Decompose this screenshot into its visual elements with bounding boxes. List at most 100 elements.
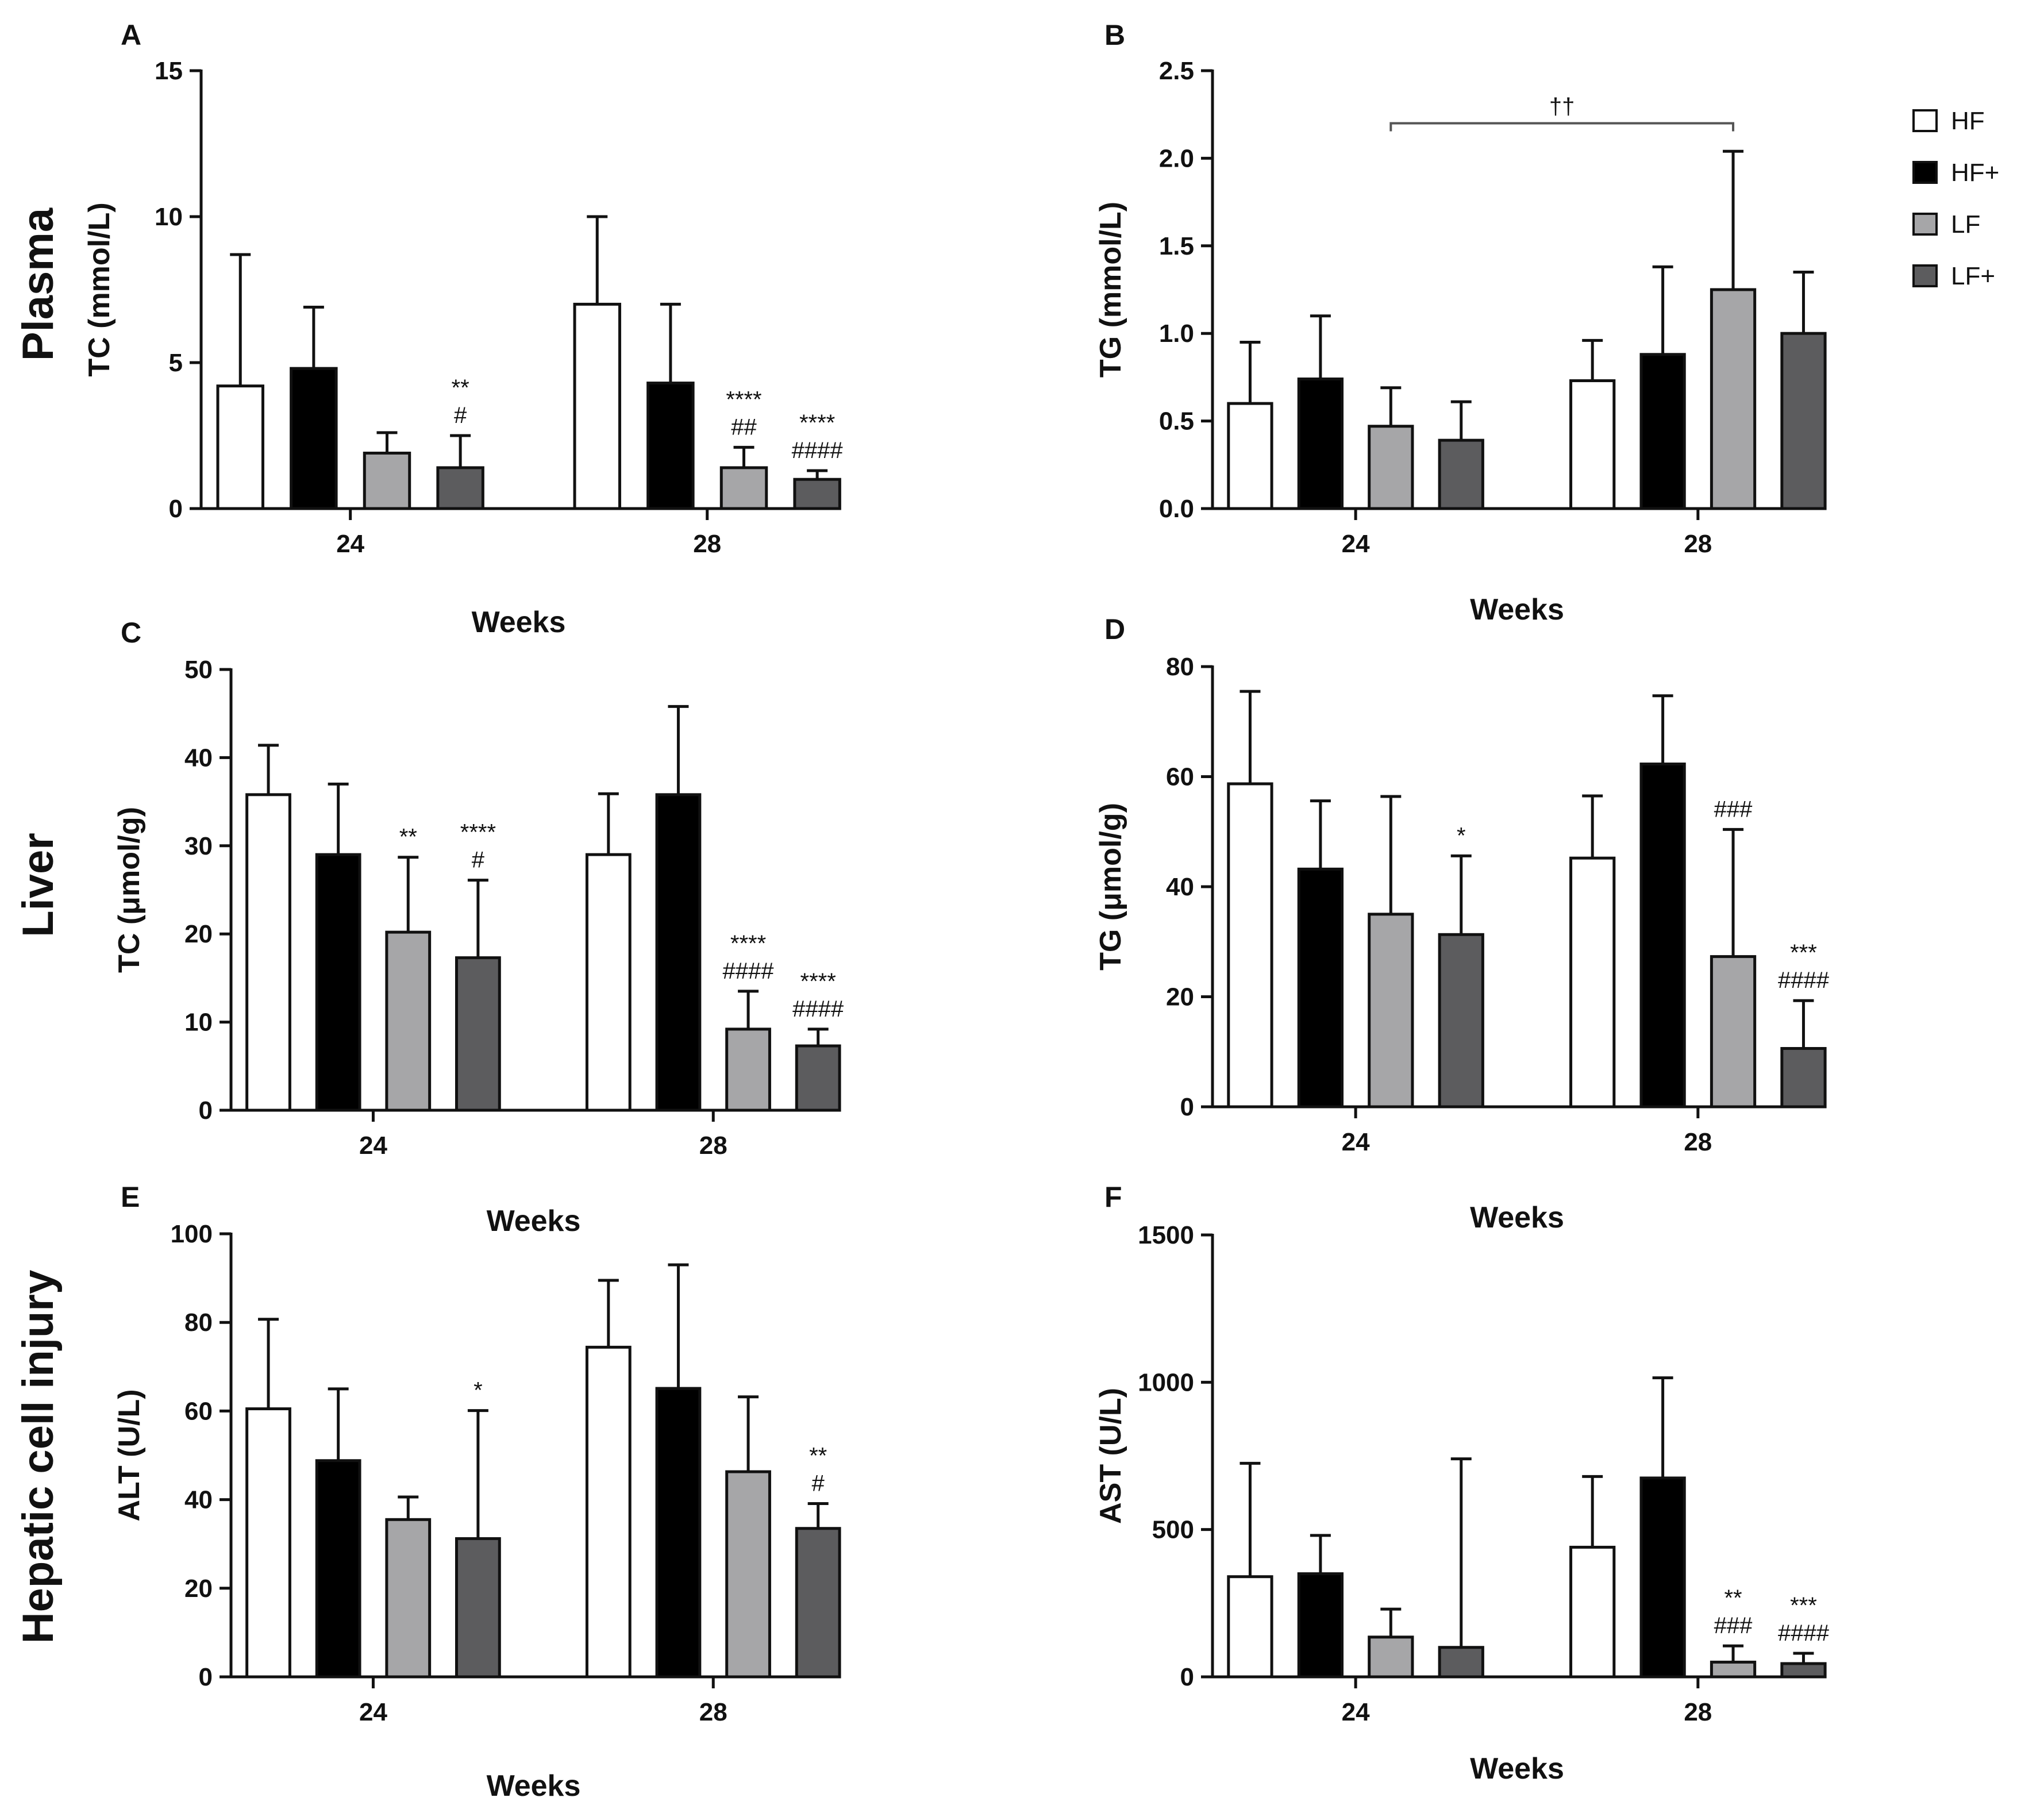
significance-c-0-0: ** bbox=[399, 825, 417, 850]
bar-f-lf-24 bbox=[1368, 1635, 1414, 1679]
bar-a-lf-28 bbox=[719, 466, 768, 510]
y-tick-label-e-1: 20 bbox=[184, 1575, 213, 1603]
legend-swatch-lf-plus bbox=[1912, 264, 1938, 287]
y-tick-label-a-2: 10 bbox=[155, 203, 183, 231]
bar-b-hf-28 bbox=[1569, 379, 1616, 510]
y-tick-label-c-0: 0 bbox=[199, 1096, 213, 1125]
row-title-plasma: Plasma bbox=[14, 207, 63, 361]
y-tick-label-c-2: 20 bbox=[184, 920, 213, 948]
x-tick-label-f-24: 24 bbox=[1342, 1698, 1370, 1726]
x-tick-label-d-24: 24 bbox=[1342, 1128, 1370, 1156]
significance-e-1-0: ** bbox=[809, 1444, 827, 1469]
y-tick-label-c-4: 40 bbox=[184, 744, 213, 772]
significance-e-0-0: * bbox=[474, 1378, 483, 1403]
significance-f-0-1: ### bbox=[1714, 1613, 1753, 1638]
y-axis-title-f: AST (U/L) bbox=[1094, 1388, 1127, 1524]
y-axis-title-c: TC (μmol/g) bbox=[113, 807, 146, 973]
x-tick-label-e-28: 28 bbox=[699, 1698, 727, 1726]
legend-swatch-hf-plus bbox=[1912, 161, 1938, 184]
comparison-bracket-b: †† bbox=[1389, 94, 1735, 132]
bar-e-hf-24 bbox=[245, 1407, 291, 1679]
panel-letter-e: E bbox=[121, 1181, 140, 1213]
bar-d-hf-plus-28 bbox=[1639, 762, 1686, 1109]
legend-swatch-hf bbox=[1912, 109, 1938, 132]
significance-d-0-0: * bbox=[1457, 823, 1466, 848]
legend-label-lf-plus: LF+ bbox=[1951, 262, 1995, 290]
bar-a-hf-24 bbox=[216, 384, 264, 510]
y-tick-label-f-2: 1000 bbox=[1138, 1368, 1194, 1396]
bar-f-hf-plus-28 bbox=[1639, 1476, 1686, 1679]
legend-swatch-lf bbox=[1912, 213, 1938, 236]
bar-d-lf-plus-28 bbox=[1780, 1047, 1827, 1109]
row-title-hepatic-cell-injury: Hepatic cell injury bbox=[14, 1270, 63, 1644]
x-tick-label-c-28: 28 bbox=[699, 1132, 727, 1160]
x-axis-title-c: Weeks bbox=[487, 1204, 581, 1238]
panel-d: D 0 20 40 60 80 TG (μmol/g) 24 28 Weeks * ### *** ###… bbox=[1094, 613, 1830, 1234]
y-tick-label-e-5: 100 bbox=[171, 1220, 213, 1248]
x-tick-label-c-24: 24 bbox=[359, 1132, 387, 1160]
y-axis-title-a: TC (mmol/L) bbox=[83, 202, 116, 376]
y-tick-label-b-2: 1.0 bbox=[1159, 320, 1194, 348]
legend-label-lf: LF bbox=[1951, 210, 1980, 238]
significance-f-0-0: ** bbox=[1724, 1585, 1742, 1611]
bar-a-lf-24 bbox=[363, 451, 411, 510]
bar-e-hf-plus-24 bbox=[315, 1459, 361, 1679]
x-axis-title-f: Weeks bbox=[1470, 1752, 1564, 1785]
y-tick-label-e-3: 60 bbox=[184, 1397, 213, 1425]
significance-a-0-1: # bbox=[454, 403, 467, 428]
bar-a-lf-plus-24 bbox=[436, 466, 484, 510]
legend: HF HF+ LF LF+ bbox=[1912, 107, 1999, 290]
legend-label-hf: HF bbox=[1951, 107, 1985, 135]
x-axis-title-b: Weeks bbox=[1470, 593, 1564, 626]
y-tick-label-d-2: 40 bbox=[1166, 873, 1194, 901]
bar-c-hf-28 bbox=[585, 853, 632, 1112]
y-axis-title-b: TG (mmol/L) bbox=[1094, 202, 1127, 378]
bar-b-hf-24 bbox=[1227, 402, 1273, 510]
significance-c-3-0: **** bbox=[800, 969, 836, 994]
bar-e-hf-plus-28 bbox=[655, 1387, 702, 1679]
bar-d-lf-24 bbox=[1368, 913, 1414, 1109]
bar-f-lf-28 bbox=[1710, 1660, 1757, 1679]
significance-e-1-1: # bbox=[812, 1471, 825, 1496]
bar-a-hf-plus-24 bbox=[290, 367, 338, 510]
y-tick-label-f-3: 1500 bbox=[1138, 1221, 1194, 1249]
bar-b-lf-plus-24 bbox=[1438, 438, 1484, 510]
significance-c-3-1: #### bbox=[792, 996, 844, 1022]
bar-c-hf-24 bbox=[245, 793, 291, 1112]
significance-d-2-0: *** bbox=[1790, 940, 1817, 965]
significance-a-0-0: ** bbox=[452, 375, 469, 401]
y-tick-label-f-0: 0 bbox=[1180, 1663, 1194, 1691]
bar-b-hf-plus-24 bbox=[1297, 377, 1344, 510]
bar-b-hf-plus-28 bbox=[1639, 353, 1686, 510]
y-tick-label-b-5: 2.5 bbox=[1159, 57, 1194, 85]
x-axis-title-d: Weeks bbox=[1470, 1201, 1564, 1234]
y-tick-label-d-1: 20 bbox=[1166, 983, 1194, 1011]
panel-letter-d: D bbox=[1104, 613, 1125, 645]
significance-a-2-1: #### bbox=[792, 438, 844, 463]
y-tick-label-d-3: 60 bbox=[1166, 763, 1194, 791]
bar-b-lf-28 bbox=[1710, 288, 1757, 510]
bar-c-lf-24 bbox=[385, 930, 432, 1112]
bar-c-lf-plus-28 bbox=[795, 1044, 841, 1112]
bar-f-hf-24 bbox=[1227, 1575, 1273, 1679]
bar-f-hf-28 bbox=[1569, 1545, 1616, 1679]
x-tick-label-e-24: 24 bbox=[359, 1698, 387, 1726]
x-tick-label-d-28: 28 bbox=[1684, 1128, 1712, 1156]
significance-f-1-0: *** bbox=[1790, 1593, 1817, 1618]
y-tick-label-c-5: 50 bbox=[184, 656, 213, 684]
bar-f-lf-plus-28 bbox=[1780, 1662, 1827, 1679]
y-tick-label-a-0: 0 bbox=[169, 495, 183, 523]
x-tick-label-b-28: 28 bbox=[1684, 530, 1712, 558]
panel-letter-a: A bbox=[121, 19, 141, 51]
bar-e-lf-24 bbox=[385, 1518, 432, 1679]
y-tick-label-a-1: 5 bbox=[169, 349, 183, 377]
bar-e-hf-28 bbox=[585, 1345, 632, 1679]
x-axis-title-a: Weeks bbox=[472, 606, 566, 639]
y-tick-label-e-2: 40 bbox=[184, 1486, 213, 1514]
y-tick-label-d-0: 0 bbox=[1180, 1093, 1194, 1121]
bar-e-lf-plus-28 bbox=[795, 1527, 841, 1679]
significance-c-2-1: #### bbox=[723, 959, 775, 984]
